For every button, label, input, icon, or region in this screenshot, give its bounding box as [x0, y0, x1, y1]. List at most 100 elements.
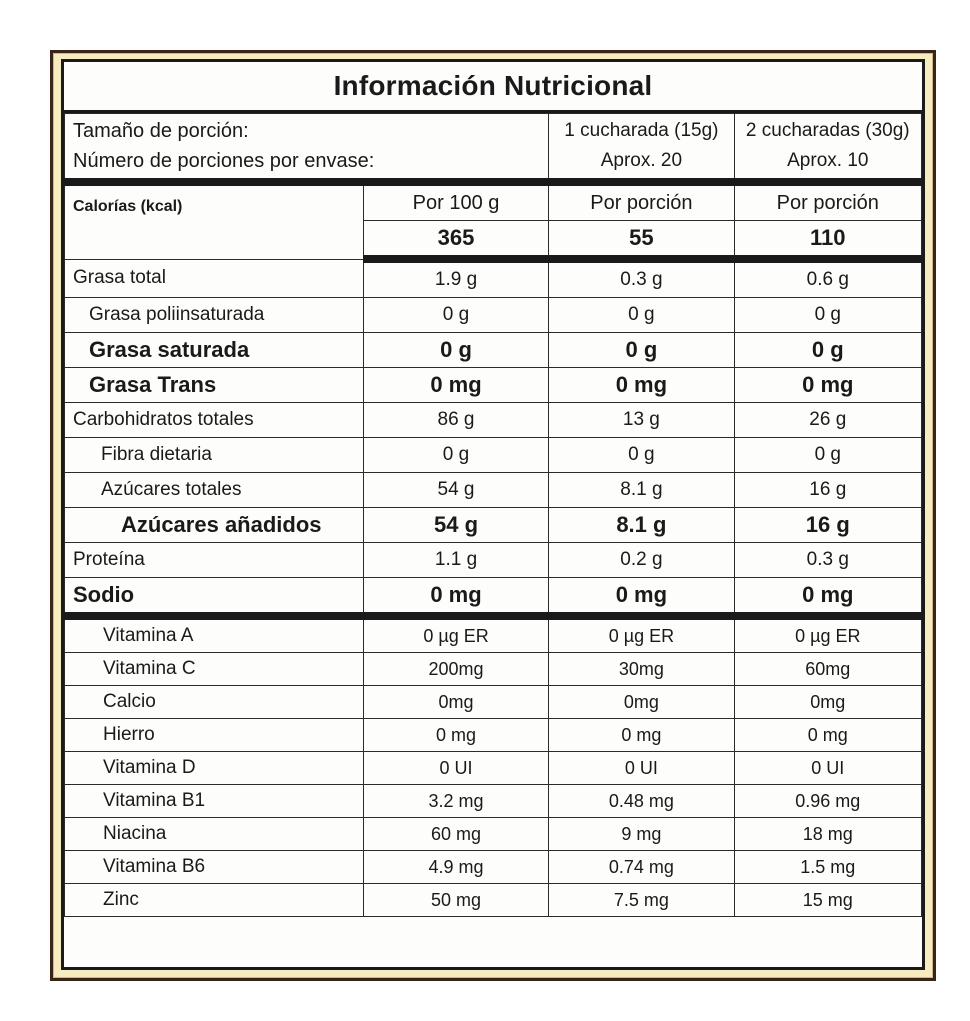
vitamin-value-per-100g: 200mg: [362, 652, 550, 686]
nutrient-value-per-serving-2: 0 g: [733, 437, 923, 473]
nutrient-name: Fibra dietaria: [64, 437, 364, 473]
serving-size-col2: 1 cucharada (15g): [564, 120, 719, 141]
vitamin-value-per-100g: 0 mg: [362, 718, 550, 752]
nutrient-value-per-100g: 54 g: [362, 472, 550, 508]
nutrient-row-azucares-totales: Azúcares totales 54 g 8.1 g 16 g: [64, 472, 923, 508]
vitamin-row-vitamina-c: Vitamina C 200mg 30mg 60mg: [64, 652, 923, 686]
nutrient-value-per-serving-1: 8.1 g: [548, 507, 735, 543]
nutrient-value-per-serving-1: 0 g: [548, 332, 735, 368]
vitamin-row-vitamina-d: Vitamina D 0 UI 0 UI 0 UI: [64, 751, 923, 785]
label-frame: Información Nutricional Tamaño de porció…: [50, 50, 936, 981]
panel-title: Información Nutricional: [64, 62, 922, 113]
nutrient-row-grasa-total: Grasa total 1.9 g 0.3 g 0.6 g: [64, 258, 923, 298]
column-header-per-100g: Por 100 g: [362, 181, 550, 221]
nutrient-name: Azúcares añadidos: [64, 507, 364, 543]
vitamin-name: Vitamina B1: [64, 784, 364, 818]
vitamin-value-per-100g: 0 UI: [362, 751, 550, 785]
vitamin-value-per-serving-2: 1.5 mg: [733, 850, 923, 884]
nutrient-row-grasa-trans: Grasa Trans 0 mg 0 mg 0 mg: [64, 367, 923, 403]
nutrient-value-per-serving-2: 0 g: [733, 297, 923, 333]
vitamin-value-per-serving-1: 9 mg: [548, 817, 735, 851]
vitamin-row-vitamina-a: Vitamina A 0 µg ER 0 µg ER 0 µg ER: [64, 615, 923, 653]
nutrient-value-per-serving-1: 0 g: [548, 297, 735, 333]
serving-col3-cell: 2 cucharadas (30g) Aprox. 10: [733, 113, 923, 186]
nutrient-value-per-serving-2: 0 g: [733, 332, 923, 368]
nutrient-value-per-100g: 0 mg: [362, 577, 550, 620]
vitamin-value-per-100g: 3.2 mg: [362, 784, 550, 818]
nutrient-name: Grasa total: [64, 258, 364, 298]
calories-per-serving-2: 110: [733, 220, 923, 263]
vitamin-value-per-100g: 4.9 mg: [362, 850, 550, 884]
nutrient-value-per-serving-1: 0.2 g: [548, 542, 735, 578]
vitamin-value-per-serving-1: 0 mg: [548, 718, 735, 752]
nutrient-name: Grasa poliinsaturada: [64, 297, 364, 333]
calories-per-serving-1: 55: [548, 220, 735, 263]
serving-size-label: Tamaño de porción:: [73, 120, 249, 142]
vitamin-row-hierro: Hierro 0 mg 0 mg 0 mg: [64, 718, 923, 752]
vitamin-value-per-100g: 60 mg: [362, 817, 550, 851]
nutrient-value-per-serving-2: 0.3 g: [733, 542, 923, 578]
vitamin-name: Vitamina A: [64, 615, 364, 653]
nutrient-row-azucares-anadidos: Azúcares añadidos 54 g 8.1 g 16 g: [64, 507, 923, 543]
vitamin-value-per-100g: 50 mg: [362, 883, 550, 917]
vitamin-value-per-serving-2: 0mg: [733, 685, 923, 719]
vitamin-value-per-serving-2: 15 mg: [733, 883, 923, 917]
nutrient-value-per-serving-1: 0 mg: [548, 367, 735, 403]
vitamin-row-vitamina-b1: Vitamina B1 3.2 mg 0.48 mg 0.96 mg: [64, 784, 923, 818]
vitamin-value-per-serving-1: 0 µg ER: [548, 615, 735, 653]
vitamin-name: Vitamina B6: [64, 850, 364, 884]
nutrient-value-per-serving-2: 0.6 g: [733, 258, 923, 298]
nutrient-name: Sodio: [64, 577, 364, 620]
nutrient-name: Grasa Trans: [64, 367, 364, 403]
servings-count-col2: Aprox. 20: [600, 150, 683, 171]
nutrient-row-proteina: Proteína 1.1 g 0.2 g 0.3 g: [64, 542, 923, 578]
nutrient-value-per-100g: 1.1 g: [362, 542, 550, 578]
nutrient-value-per-100g: 86 g: [362, 402, 550, 438]
vitamin-row-calcio: Calcio 0mg 0mg 0mg: [64, 685, 923, 719]
nutrient-value-per-serving-1: 0 g: [548, 437, 735, 473]
vitamin-value-per-serving-1: 0.74 mg: [548, 850, 735, 884]
nutrient-value-per-100g: 54 g: [362, 507, 550, 543]
vitamin-value-per-serving-2: 0 mg: [733, 718, 923, 752]
nutrient-value-per-100g: 0 g: [362, 297, 550, 333]
vitamin-value-per-100g: 0mg: [362, 685, 550, 719]
vitamin-row-vitamina-b6: Vitamina B6 4.9 mg 0.74 mg 1.5 mg: [64, 850, 923, 884]
serving-labels-cell: Tamaño de porción: Número de porciones p…: [63, 113, 550, 186]
vitamin-value-per-serving-1: 0.48 mg: [548, 784, 735, 818]
vitamin-value-per-100g: 0 µg ER: [362, 615, 550, 653]
vitamin-value-per-serving-2: 0 µg ER: [733, 615, 923, 653]
vitamin-value-per-serving-1: 7.5 mg: [548, 883, 735, 917]
nutrient-name: Grasa saturada: [64, 332, 364, 368]
vitamin-value-per-serving-1: 0mg: [548, 685, 735, 719]
nutrient-value-per-serving-2: 0 mg: [733, 577, 923, 620]
nutrient-row-grasa-poliinsaturada: Grasa poliinsaturada 0 g 0 g 0 g: [64, 297, 923, 333]
servings-count-col3: Aprox. 10: [787, 150, 869, 171]
nutrient-row-carbohidratos-totales: Carbohidratos totales 86 g 13 g 26 g: [64, 402, 923, 438]
calories-per-100g: 365: [362, 220, 550, 263]
calories-header-row: Calorías (kcal) Por 100 g Por porción Po…: [64, 181, 923, 260]
vitamin-name: Niacina: [64, 817, 364, 851]
vitamin-name: Zinc: [64, 883, 364, 917]
vitamin-name: Hierro: [64, 718, 364, 752]
column-header-per-serving-2: Por porción: [733, 181, 923, 221]
vitamin-value-per-serving-2: 0.96 mg: [733, 784, 923, 818]
vitamin-name: Vitamina D: [64, 751, 364, 785]
vitamin-name: Calcio: [64, 685, 364, 719]
nutrient-row-fibra-dietaria: Fibra dietaria 0 g 0 g 0 g: [64, 437, 923, 473]
vitamin-value-per-serving-2: 18 mg: [733, 817, 923, 851]
vitamin-value-per-serving-2: 60mg: [733, 652, 923, 686]
column-header-per-serving-1: Por porción: [548, 181, 735, 221]
nutrient-value-per-100g: 0 mg: [362, 367, 550, 403]
nutrient-row-sodio: Sodio 0 mg 0 mg 0 mg: [64, 577, 923, 620]
nutrition-table: Tamaño de porción: Número de porciones p…: [63, 113, 923, 917]
calories-value-row: 365 55 110: [65, 220, 923, 263]
nutrient-value-per-serving-2: 0 mg: [733, 367, 923, 403]
vitamin-row-niacina: Niacina 60 mg 9 mg 18 mg: [64, 817, 923, 851]
nutrient-name: Azúcares totales: [64, 472, 364, 508]
serving-info-row: Tamaño de porción: Número de porciones p…: [63, 113, 923, 186]
nutrient-value-per-100g: 0 g: [362, 437, 550, 473]
nutrient-value-per-serving-1: 8.1 g: [548, 472, 735, 508]
nutrient-value-per-serving-2: 16 g: [733, 472, 923, 508]
nutrient-value-per-100g: 1.9 g: [362, 258, 550, 298]
nutrition-facts-panel: Información Nutricional Tamaño de porció…: [61, 59, 925, 970]
